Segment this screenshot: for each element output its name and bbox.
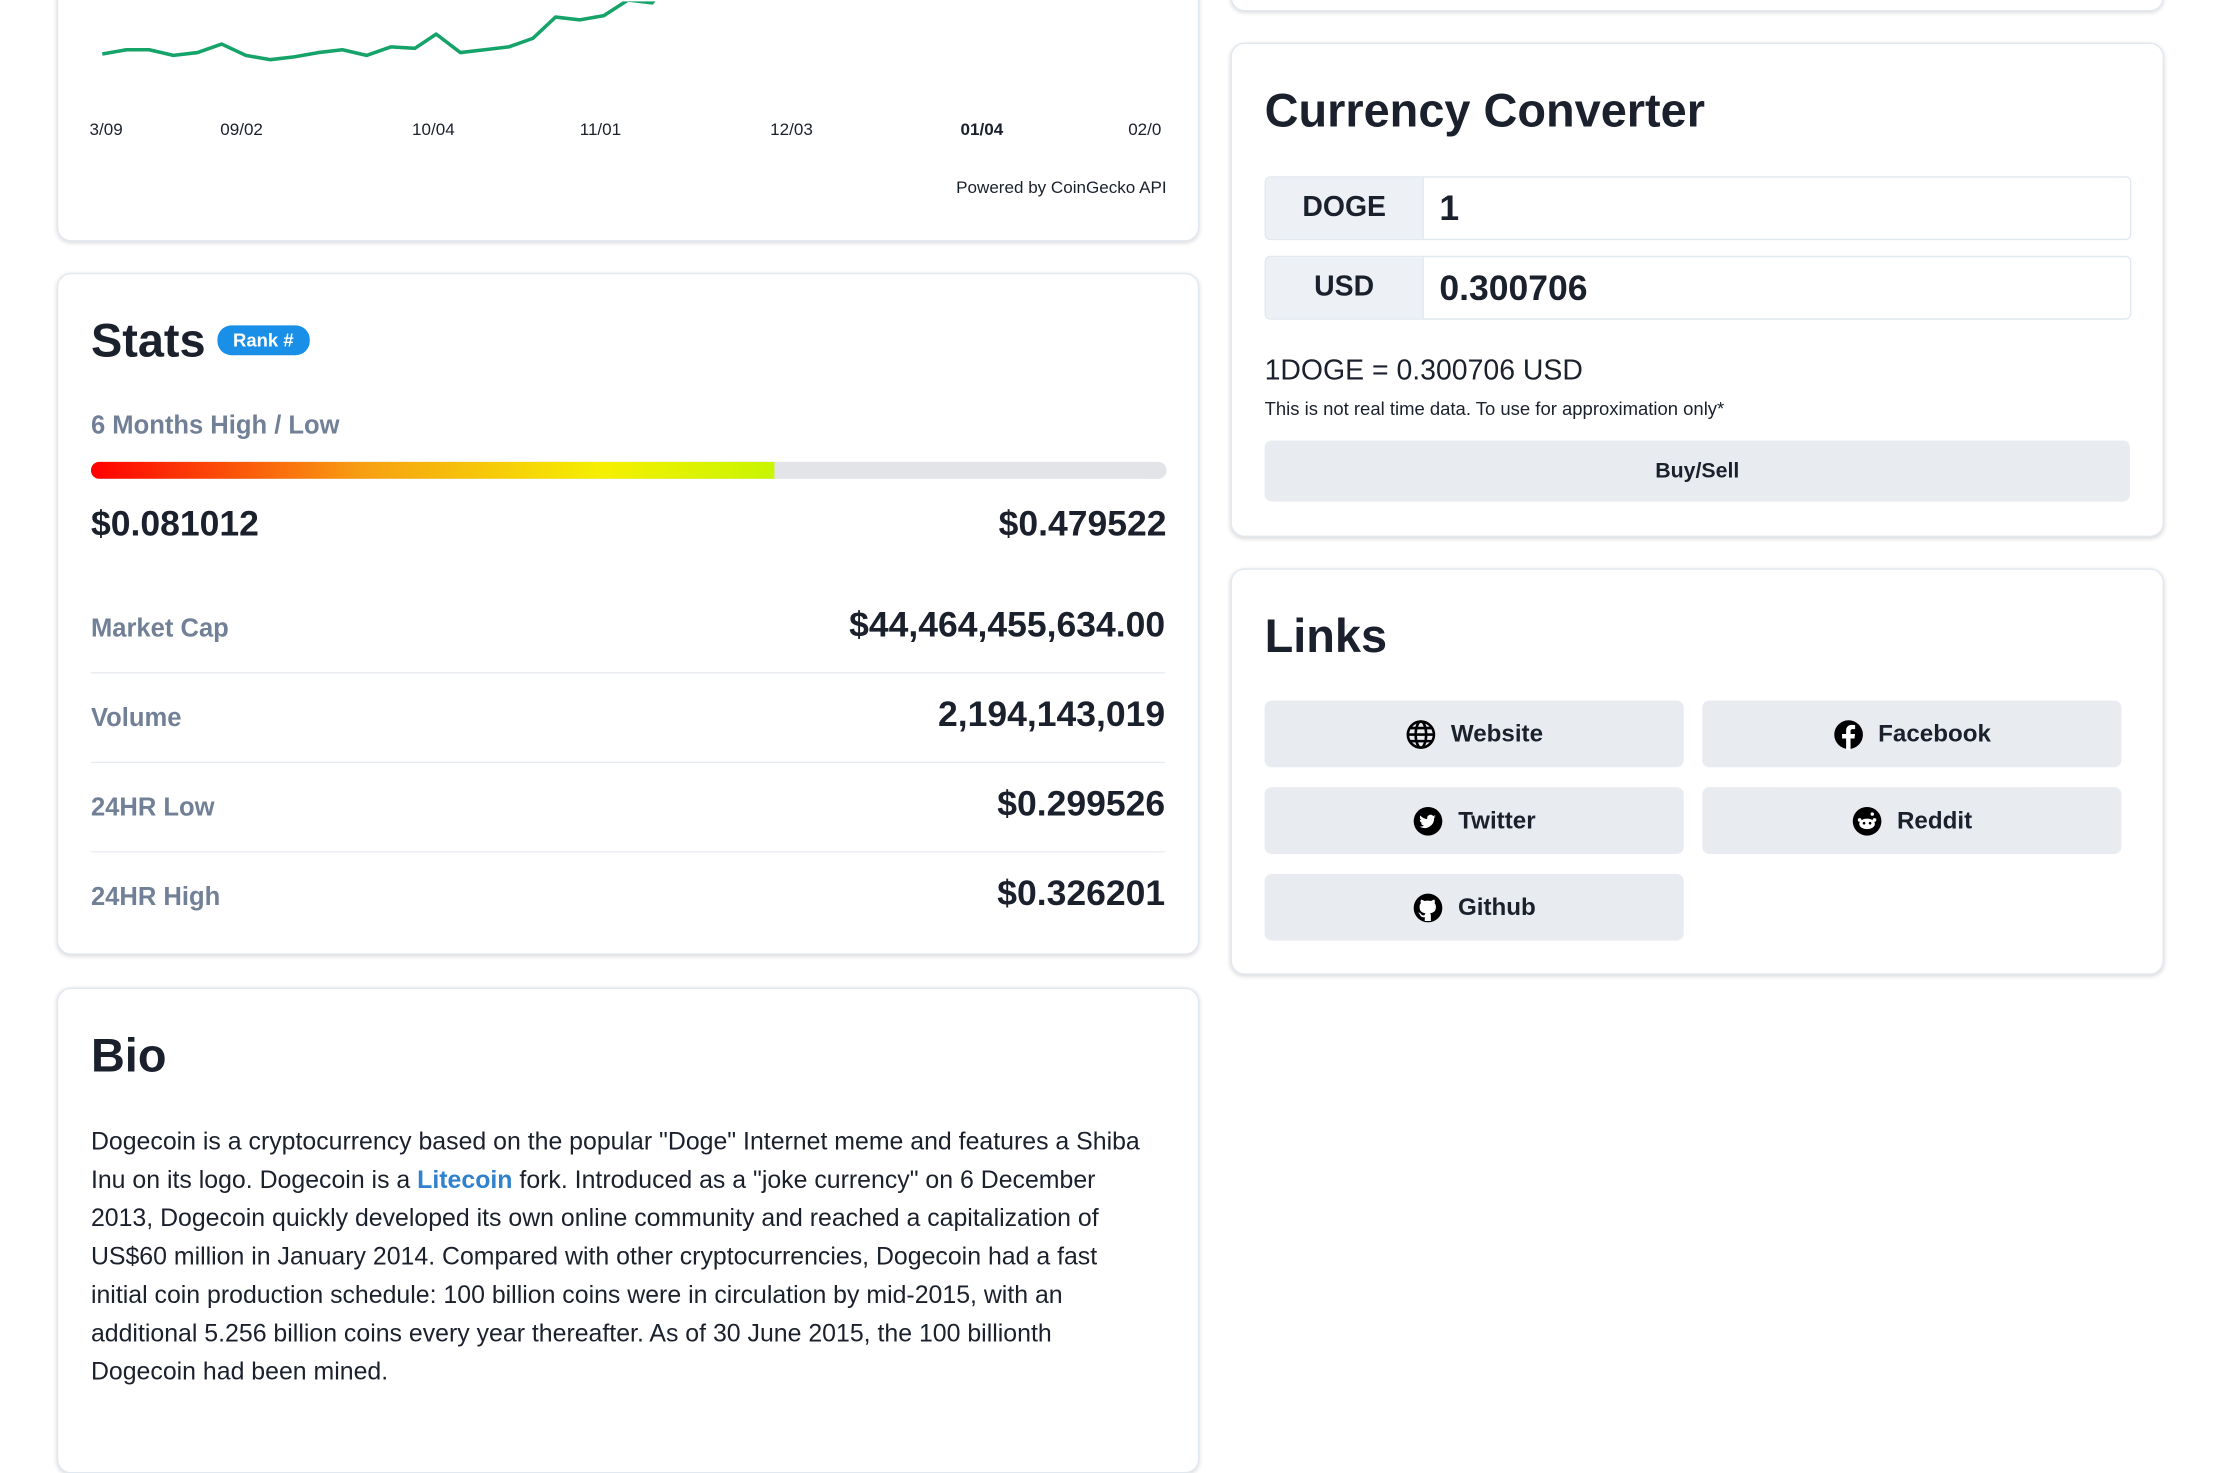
stat-row: 24HR Low $0.299526: [90, 762, 1166, 853]
top-card: [1230, 0, 2165, 12]
range-low: $0.081012: [90, 504, 259, 545]
bio-link[interactable]: Litecoin: [417, 1165, 513, 1194]
converter-card: Currency Converter DOGE 1 USD 0.300706 1DO…: [1230, 42, 2165, 538]
range-fill: [90, 461, 775, 479]
stat-label: Volume: [90, 703, 182, 732]
stat-value: 2,194,143,019: [937, 694, 1166, 735]
converter-title: Currency Converter: [1264, 83, 1706, 137]
from-code: DOGE: [1266, 177, 1424, 239]
stat-label: Market Cap: [90, 613, 229, 643]
bio-text-part: fork. Introduced as a "joke currency" on…: [90, 1165, 1099, 1386]
range-high: $0.479522: [998, 504, 1167, 545]
x-tick-label: 01/04: [960, 119, 1004, 140]
link-label: Twitter: [1458, 806, 1536, 834]
stats-title: Stats: [90, 314, 206, 367]
range-label: 6 Months High / Low: [90, 410, 340, 440]
x-tick-label: 11/01: [579, 119, 622, 140]
link-label: Facebook: [1878, 719, 1991, 747]
links-card: Links Website Facebook Twitter Reddit Gi…: [1230, 568, 2165, 975]
twitter-icon: [1414, 806, 1443, 835]
to-code: USD: [1266, 257, 1424, 319]
stage: 3/09 09/02 10/04 11/01 12/03 01/04 02/0 …: [56, 0, 2165, 1473]
bio-title: Bio: [90, 1028, 167, 1082]
range-bar: [90, 461, 1167, 479]
bio-card: Bio Dogecoin is a cryptocurrency based o…: [56, 987, 1200, 1473]
from-amount: 1: [1439, 188, 1460, 229]
bio-text: Dogecoin is a cryptocurrency based on th…: [91, 1123, 1157, 1392]
bio-text-part: Dogecoin is a cryptocurrency based on th…: [90, 1126, 1140, 1194]
rank-badge: Rank #: [217, 325, 310, 356]
stat-label: 24HR High: [90, 882, 221, 911]
x-tick-label: 12/03: [770, 119, 813, 140]
stats-card: Stats Rank # 6 Months High / Low $0.0810…: [56, 272, 1200, 955]
chart-card: 3/09 09/02 10/04 11/01 12/03 01/04 02/0 …: [56, 0, 1200, 242]
stat-value: $0.299526: [997, 784, 1166, 825]
buy-sell-button[interactable]: Buy/Sell: [1264, 440, 2130, 502]
link-button[interactable]: Github: [1264, 873, 1684, 941]
github-icon: [1413, 892, 1443, 922]
globe-icon: [1406, 719, 1436, 749]
chart-footer: Powered by CoinGecko API: [956, 177, 1167, 198]
x-tick-label: 02/0: [1128, 119, 1162, 140]
x-tick-label: 10/04: [412, 119, 455, 140]
stat-row: 24HR High $0.326201: [91, 851, 1165, 941]
to-input[interactable]: USD 0.300706: [1264, 255, 2132, 320]
price-line-chart: [101, 1, 656, 62]
reddit-icon: [1852, 806, 1882, 835]
rate: 1DOGE = 0.300706 USD: [1264, 355, 1583, 387]
link-button[interactable]: Facebook: [1702, 700, 2122, 768]
from-input[interactable]: DOGE 1: [1264, 176, 2132, 241]
link-button[interactable]: Reddit: [1702, 787, 2122, 854]
stat-row: Market Cap $44,464,455,634.00: [90, 583, 1166, 674]
note: This is not real time data. To use for a…: [1264, 397, 1725, 420]
facebook-icon: [1833, 719, 1863, 750]
link-label: Reddit: [1896, 806, 1973, 834]
x-tick-label: 3/09: [89, 119, 123, 140]
link-label: Github: [1457, 893, 1536, 921]
stat-value: $44,464,455,634.00: [849, 605, 1166, 646]
link-button[interactable]: Website: [1264, 700, 1684, 768]
links-title: Links: [1264, 609, 1388, 663]
x-tick-label: 09/02: [220, 119, 263, 140]
link-label: Website: [1450, 719, 1544, 747]
link-button[interactable]: Twitter: [1264, 787, 1684, 854]
to-amount: 0.300706: [1439, 268, 1588, 309]
stat-row: Volume 2,194,143,019: [90, 672, 1166, 764]
stat-value: $0.326201: [997, 873, 1166, 914]
price-line: [101, 1, 656, 62]
page: {"price_chart":{"x_labels":["3/09","09/0…: [56, 0, 2165, 1473]
stat-label: 24HR Low: [90, 792, 215, 822]
